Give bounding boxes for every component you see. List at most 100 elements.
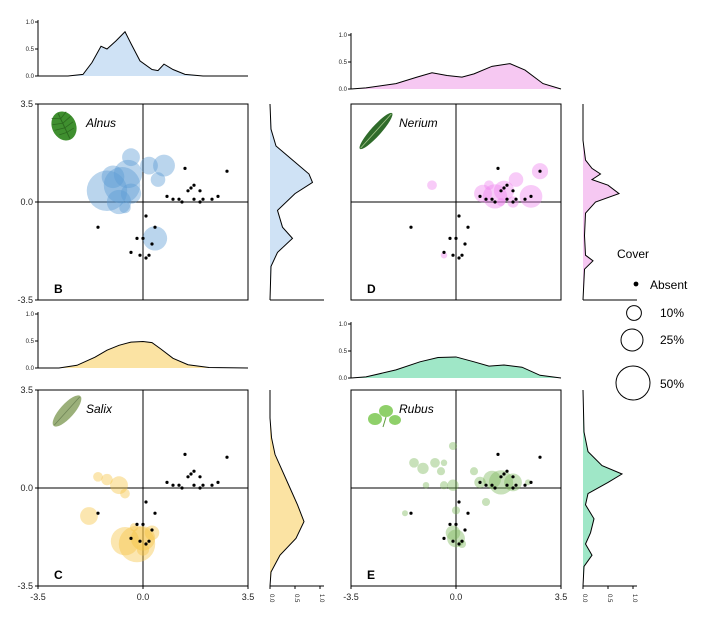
absent-point bbox=[523, 483, 527, 487]
cover-bubble bbox=[422, 481, 430, 489]
absent-point bbox=[511, 475, 515, 479]
absent-point bbox=[454, 236, 458, 240]
absent-point bbox=[538, 455, 542, 459]
legend-label: 10% bbox=[660, 306, 684, 320]
absent-point bbox=[529, 194, 533, 198]
absent-point bbox=[171, 483, 175, 487]
panel-D: D Nerium 0.0 0.5 1.0 bbox=[339, 33, 637, 301]
legend-cover-marker bbox=[620, 328, 644, 352]
absent-point bbox=[129, 536, 133, 541]
legend: Cover Absent 10% 25% 50% bbox=[615, 247, 688, 401]
species-name: Salix bbox=[86, 402, 113, 416]
legend-cover-marker bbox=[626, 305, 642, 321]
cover-bubble bbox=[525, 479, 531, 486]
cover-bubble bbox=[142, 226, 168, 251]
absent-point bbox=[210, 197, 214, 201]
cover-bubble bbox=[427, 180, 437, 191]
absent-point bbox=[192, 483, 196, 487]
right-density-line bbox=[269, 103, 314, 301]
salix-leaf-icon bbox=[52, 395, 82, 427]
absent-point bbox=[463, 242, 467, 246]
absent-point bbox=[141, 522, 145, 527]
absent-point bbox=[201, 483, 205, 487]
absent-point bbox=[198, 475, 202, 479]
cover-bubble bbox=[113, 159, 143, 189]
density-tick-label: 0.5 bbox=[26, 339, 35, 345]
cover-bubble bbox=[504, 473, 522, 492]
absent-point bbox=[463, 528, 467, 532]
y-tick-label: 0.0 bbox=[20, 483, 33, 493]
absent-point bbox=[457, 214, 461, 218]
cover-bubble bbox=[120, 488, 130, 499]
cover-bubble bbox=[140, 156, 158, 175]
absent-point bbox=[493, 200, 497, 204]
cover-bubble bbox=[484, 180, 494, 191]
absent-point bbox=[451, 539, 455, 543]
absent-point bbox=[502, 186, 506, 190]
absent-point bbox=[505, 183, 509, 187]
right-density-line bbox=[269, 390, 305, 587]
density-tick-label: 1.0 bbox=[318, 594, 324, 603]
cover-bubble bbox=[86, 170, 128, 212]
top-density-line bbox=[350, 356, 562, 379]
absent-point bbox=[493, 486, 497, 490]
x-tick-label: 3.5 bbox=[242, 592, 255, 602]
cover-bubble bbox=[103, 166, 141, 204]
cover-bubble bbox=[447, 479, 459, 491]
cover-bubble bbox=[440, 459, 448, 467]
cover-bubble bbox=[110, 476, 128, 495]
cover-bubble bbox=[106, 189, 132, 215]
cover-bubble bbox=[417, 462, 429, 475]
cover-bubble bbox=[118, 525, 156, 563]
cover-bubble bbox=[101, 165, 125, 189]
top-density-line bbox=[38, 341, 249, 369]
cover-bubble bbox=[150, 172, 166, 187]
absent-point bbox=[451, 253, 455, 257]
cover-bubble bbox=[153, 154, 175, 177]
absent-point bbox=[478, 194, 482, 198]
absent-point bbox=[129, 250, 133, 254]
absent-point bbox=[514, 197, 518, 201]
panel-B: B Alnus 0.0 0.5 1.0 3.5 0.0 -3.5 bbox=[17, 20, 324, 305]
panel-C: C Salix 0.0 0.5 1.0 -3.5 0.0 3.5 0.0 0.5 1.0 3.5 0.0… bbox=[17, 312, 324, 603]
cover-bubble bbox=[445, 525, 461, 541]
cover-bubble bbox=[101, 473, 113, 486]
absent-point bbox=[180, 200, 184, 204]
absent-point bbox=[183, 166, 187, 170]
absent-point bbox=[442, 250, 446, 254]
cover-bubble bbox=[430, 457, 440, 468]
absent-point bbox=[216, 194, 220, 198]
cover-bubble bbox=[122, 148, 140, 167]
cover-bubble bbox=[80, 507, 98, 525]
chart-layer: B Alnus 0.0 0.5 1.0 3.5 0.0 -3.5 C Salix 0.0 0.5 1.0… bbox=[17, 20, 688, 603]
panel-E: E Rubus 0.0 0.5 1.0 -3.5 0.0 3.5 0.0 0.5 1.0 bbox=[339, 322, 637, 603]
cover-bubble bbox=[439, 481, 449, 490]
cover-bubble bbox=[483, 470, 501, 489]
density-tick-label: 0.0 bbox=[26, 366, 35, 372]
absent-point bbox=[409, 511, 413, 515]
absent-point bbox=[460, 253, 464, 257]
y-tick-label: -3.5 bbox=[17, 581, 33, 591]
absent-point bbox=[165, 480, 169, 484]
y-tick-label: 0.0 bbox=[20, 197, 33, 207]
absent-point bbox=[186, 189, 190, 193]
absent-point bbox=[496, 166, 500, 170]
absent-point bbox=[96, 511, 100, 515]
panel-label: B bbox=[54, 282, 63, 296]
absent-point bbox=[409, 225, 413, 229]
panel-label: D bbox=[367, 282, 376, 296]
absent-point bbox=[96, 225, 100, 229]
x-tick-label: -3.5 bbox=[343, 592, 359, 602]
absent-point bbox=[457, 500, 461, 504]
absent-point bbox=[183, 452, 187, 456]
absent-point bbox=[454, 522, 458, 527]
y-tick-label: 3.5 bbox=[20, 99, 33, 109]
absent-point bbox=[138, 253, 142, 257]
density-tick-label: 1.0 bbox=[26, 20, 35, 26]
species-name: Rubus bbox=[399, 402, 434, 416]
absent-point bbox=[144, 542, 148, 546]
absent-point bbox=[457, 542, 461, 546]
cover-bubble bbox=[402, 510, 408, 517]
density-tick-label: 0.5 bbox=[606, 594, 612, 603]
cover-bubble bbox=[93, 471, 103, 482]
